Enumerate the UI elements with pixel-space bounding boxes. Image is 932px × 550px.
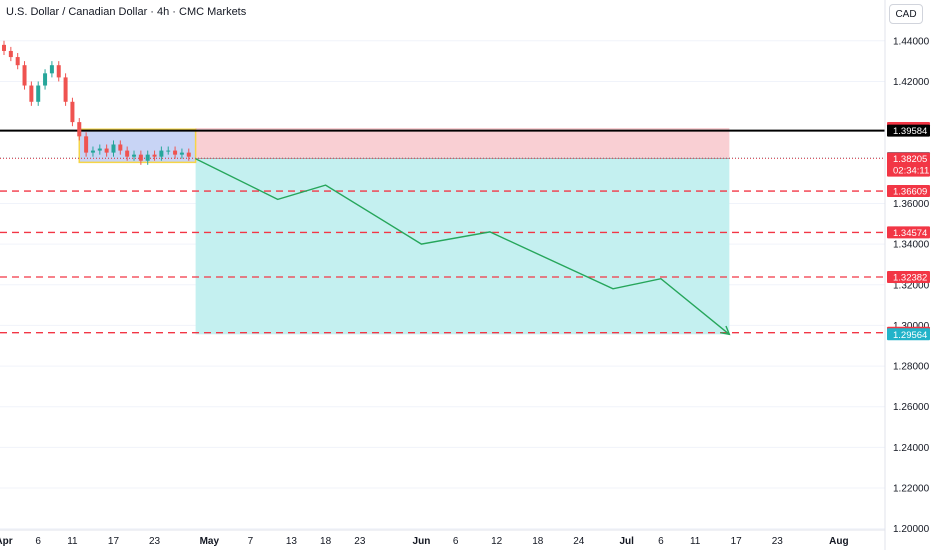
x-tick-label: 11 (690, 536, 701, 547)
price-tag-label: 1.39584 (893, 126, 927, 137)
candle-body (179, 152, 184, 155)
x-tick-label: Aug (829, 536, 848, 547)
x-tick-label: 6 (453, 536, 459, 547)
candle-body (43, 73, 48, 86)
candle-body (56, 65, 61, 78)
candle-body (118, 144, 123, 151)
consolidation-box (78, 128, 197, 164)
candle-body (49, 65, 54, 74)
projected-path-arrowhead (720, 325, 731, 336)
y-tick-label: 1.32000 (893, 280, 930, 291)
x-tick-label: 24 (573, 536, 585, 547)
price-tag (887, 328, 930, 341)
candle-body (166, 150, 171, 152)
y-tick-label: 1.42000 (893, 77, 930, 88)
y-tick-label: 1.28000 (893, 362, 930, 373)
price-tag-label: 1.29564 (893, 330, 927, 341)
x-tick-label: 17 (731, 536, 743, 547)
price-tag (887, 226, 930, 239)
x-tick-label: 12 (491, 536, 503, 547)
x-tick-label: 23 (354, 536, 366, 547)
projected-path-line (195, 158, 730, 335)
candle-body (111, 144, 116, 153)
x-tick-label: 23 (772, 536, 784, 547)
x-tick-label: 6 (658, 536, 664, 547)
x-tick-label: 17 (108, 536, 120, 547)
price-tag (887, 124, 930, 137)
candle-body (138, 154, 143, 161)
candle-body (36, 85, 41, 102)
y-tick-label: 1.26000 (893, 402, 930, 413)
candle-body (104, 148, 109, 153)
candle-body (186, 152, 191, 157)
x-tick-label: Jul (619, 536, 634, 547)
x-tick-label: 11 (67, 536, 78, 547)
x-tick-label: 13 (286, 536, 298, 547)
chart-title: U.S. Dollar / Canadian Dollar · 4h · CMC… (6, 6, 247, 18)
candle-body (84, 136, 89, 153)
candle-body (132, 154, 137, 157)
candle-body (29, 85, 34, 102)
x-tick-label: 7 (248, 536, 254, 547)
x-tick-label: 23 (149, 536, 161, 547)
price-tag (887, 152, 930, 177)
x-tick-label: Jun (413, 536, 431, 547)
price-tag-label: 1.38205 (893, 154, 927, 165)
y-tick-label: 1.30000 (893, 321, 930, 332)
x-tick-label: 18 (532, 536, 544, 547)
candle-body (173, 150, 178, 155)
x-tick-label: 6 (35, 536, 41, 547)
price-tag-countdown: 02:34:11 (893, 166, 929, 177)
x-tick-label: 18 (320, 536, 332, 547)
candle-body (15, 57, 20, 66)
price-tag-label: 1.34574 (893, 228, 927, 239)
stop-loss-zone (195, 128, 730, 159)
candle-body (77, 122, 82, 137)
price-tag (887, 185, 930, 198)
candle-body (90, 150, 95, 153)
x-tick-label: Apr (0, 536, 13, 547)
y-tick-label: 1.36000 (893, 199, 930, 210)
candle-body (152, 154, 157, 157)
y-tick-label: 1.34000 (893, 240, 930, 251)
price-tag-label: 1.32382 (893, 272, 927, 283)
y-tick-label: 1.24000 (893, 443, 930, 454)
candle-body (63, 77, 68, 102)
candle-body (125, 150, 130, 157)
take-profit-zone (195, 158, 730, 335)
candle-body (97, 148, 102, 151)
price-tag (887, 270, 930, 283)
candle-body (145, 154, 150, 161)
candle-body (159, 150, 164, 157)
candle-body (2, 44, 6, 51)
y-tick-label: 1.44000 (893, 36, 930, 47)
candle-body (22, 65, 27, 86)
candle-body (8, 50, 13, 58)
currency-button[interactable]: CAD (889, 4, 923, 24)
x-tick-label: May (200, 536, 220, 547)
candle-body (70, 101, 75, 123)
y-tick-label: 1.20000 (893, 524, 930, 535)
price-tag-label: 1.36609 (893, 187, 927, 198)
y-tick-label: 1.22000 (893, 484, 930, 495)
